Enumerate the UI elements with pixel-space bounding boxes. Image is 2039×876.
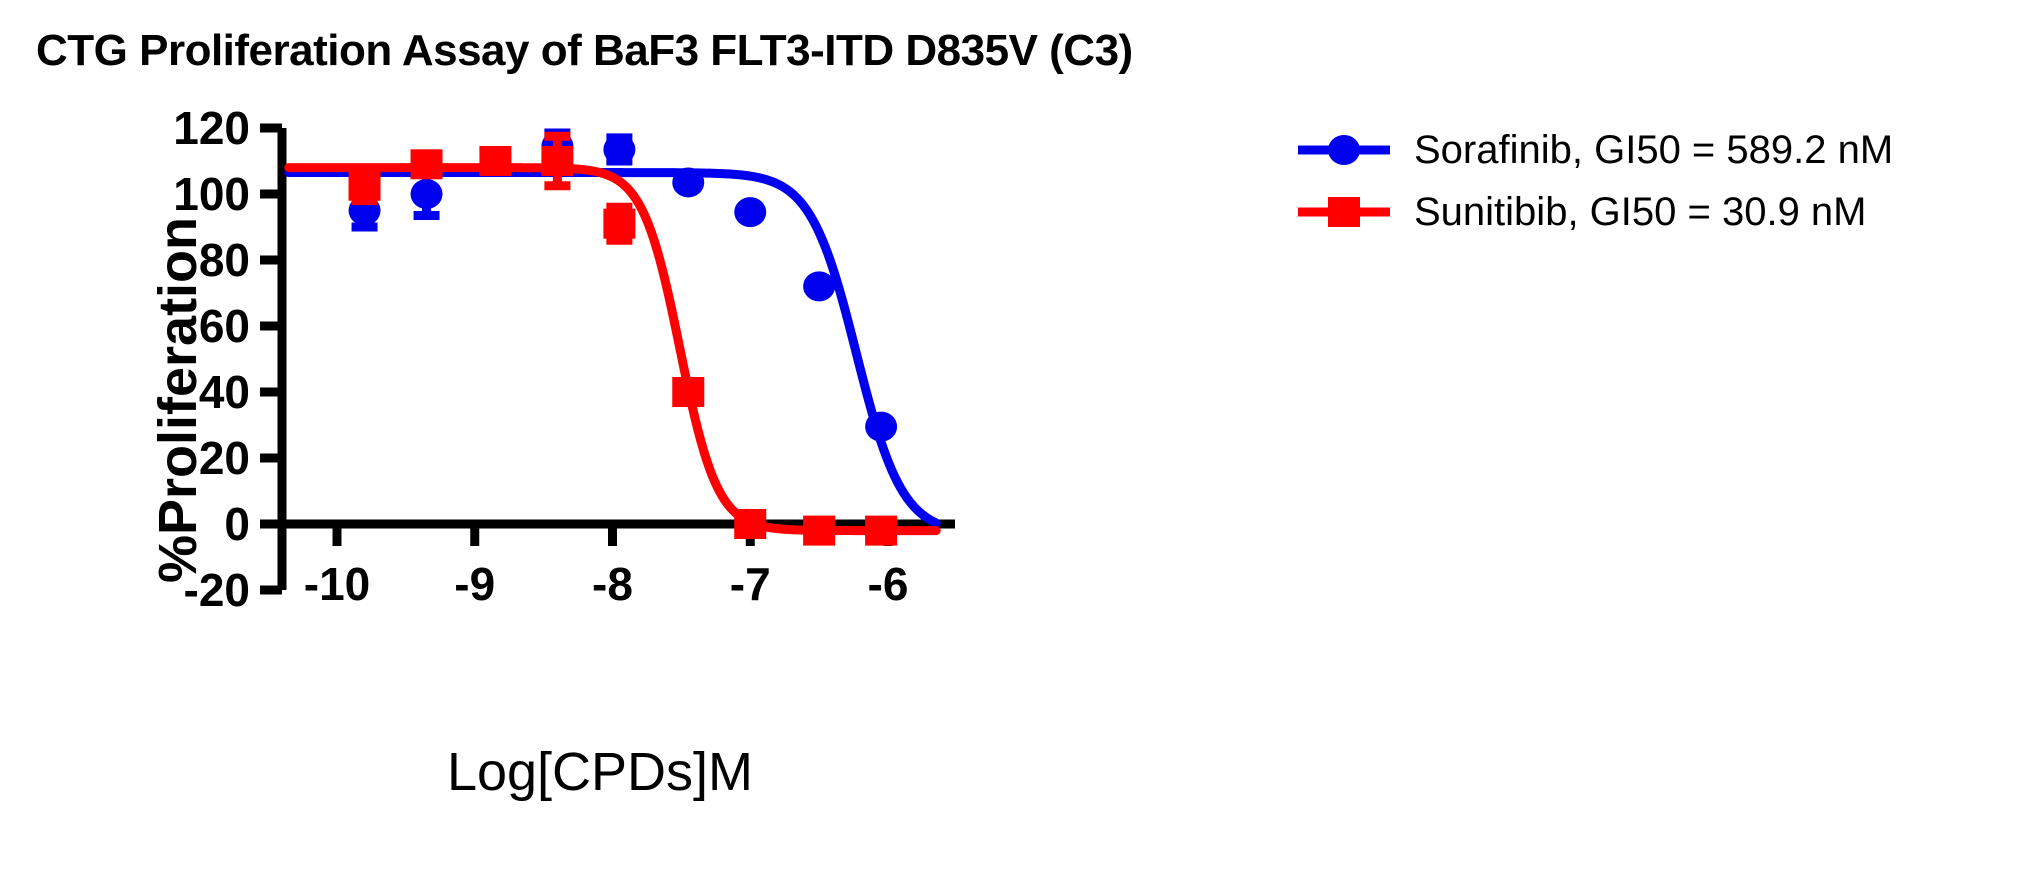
legend-key-square-icon [1298, 197, 1390, 227]
data-point-square[interactable] [803, 515, 836, 546]
y-axis-tick-label: 60 [199, 300, 250, 352]
data-point-square[interactable] [479, 146, 512, 176]
x-axis-tick-label: -10 [304, 558, 370, 610]
data-point-square[interactable] [865, 515, 898, 546]
data-point-circle[interactable] [603, 134, 636, 165]
data-point-square[interactable] [348, 170, 381, 201]
data-point-circle[interactable] [803, 271, 836, 302]
data-point-square[interactable] [672, 377, 705, 407]
chart-title: CTG Proliferation Assay of BaF3 FLT3-ITD… [36, 26, 1133, 75]
data-point-circle[interactable] [734, 197, 767, 228]
y-axis-tick-label: 20 [199, 432, 250, 484]
series-sunitibib [348, 131, 898, 546]
data-point-circle[interactable] [410, 179, 443, 209]
data-point-square[interactable] [734, 509, 767, 539]
y-axis-tick-label: 40 [199, 366, 250, 418]
legend-key-circle-icon [1298, 135, 1390, 165]
data-point-circle[interactable] [672, 167, 705, 198]
y-axis-tick-label: 100 [173, 168, 250, 220]
x-axis-tick-label: -8 [592, 558, 633, 610]
legend-item-sorafinib[interactable]: Sorafinib, GI50 = 589.2 nM [1296, 130, 1893, 170]
y-axis-tick-label: 0 [224, 498, 250, 550]
x-axis-tick-label: -9 [454, 558, 495, 610]
legend-item-sunitibib[interactable]: Sunitibib, GI50 = 30.9 nM [1296, 192, 1867, 232]
data-point-circle[interactable] [865, 411, 898, 442]
legend-label-sorafinib: Sorafinib, GI50 = 589.2 nM [1414, 128, 1894, 172]
y-axis-tick-label: 120 [173, 102, 250, 154]
x-axis-tick-label: -6 [868, 558, 909, 610]
y-axis-title: %Proliferation [148, 217, 208, 583]
data-point-square[interactable] [603, 208, 636, 239]
y-axis-tick-label: -20 [184, 564, 250, 616]
data-point-square[interactable] [541, 146, 574, 176]
legend-label-sunitibib: Sunitibib, GI50 = 30.9 nM [1414, 190, 1867, 234]
y-axis-tick-label: 80 [199, 234, 250, 286]
x-axis-title: Log[CPDs]M [447, 742, 753, 802]
x-axis-tick-label: -7 [730, 558, 771, 610]
data-point-square[interactable] [410, 149, 443, 180]
